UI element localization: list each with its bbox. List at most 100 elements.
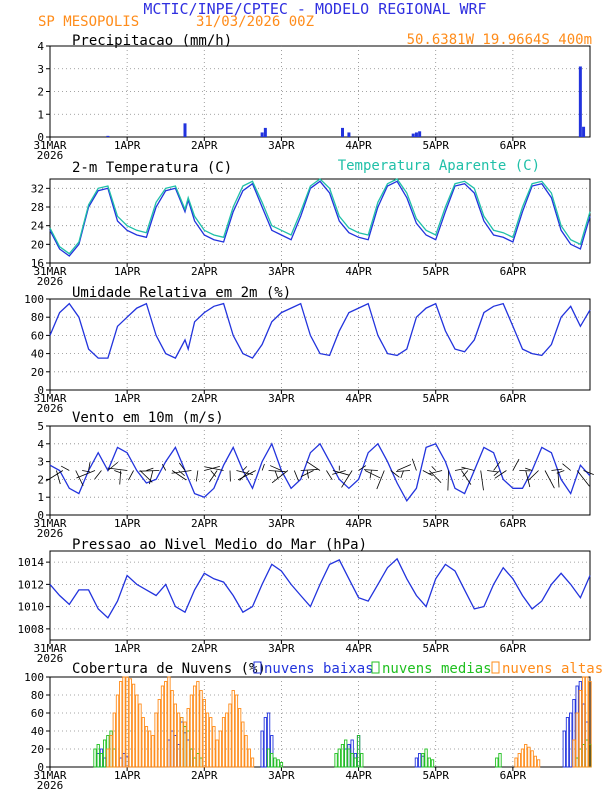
cloud-bar-high <box>212 726 216 768</box>
cloud-bar-high <box>228 703 232 768</box>
wind-arrow <box>75 470 84 486</box>
cloud-bar-high <box>517 753 521 768</box>
wind-arrow <box>146 467 154 471</box>
cloud-bar-high <box>154 712 158 768</box>
cloud-bar-high <box>578 690 583 768</box>
cloud-bar-medium <box>99 753 104 768</box>
cloud-bar-medium <box>430 759 435 768</box>
cloud-bar-low <box>562 730 566 768</box>
wind-arrow <box>583 470 594 475</box>
y-tick-label: 4 <box>37 438 44 451</box>
cloud-bar-low <box>569 712 573 768</box>
cloud-bar-high <box>151 735 155 768</box>
cloud-bar-medium <box>353 757 358 768</box>
cloud-title: Cobertura de Nuvens (%) <box>72 661 266 677</box>
x-tick-sublabel: 2026 <box>37 402 64 415</box>
wind-arrow <box>210 470 217 477</box>
cloud-bar-low <box>565 717 570 768</box>
x-tick-label: 4APR <box>345 642 372 655</box>
x-tick-label: 31MAR <box>33 517 66 530</box>
cloud-bar-high <box>241 721 245 768</box>
x-tick-label: 4APR <box>345 392 372 405</box>
cloud-bar-high <box>170 690 174 768</box>
wind-arrow <box>128 470 134 481</box>
cloud-bar-high <box>160 685 165 768</box>
x-tick-label: 4APR <box>345 769 372 782</box>
cloud-bar-high <box>234 694 239 768</box>
x-tick-label: 6APR <box>500 769 527 782</box>
station-name: SP MESOPOLIS <box>38 14 139 30</box>
wind-arrow <box>178 462 186 471</box>
wind-arrow <box>528 470 539 481</box>
pressure-title: Pressao ao Nivel Medio do Mar (hPa) <box>72 537 367 553</box>
precip-bar <box>578 66 582 137</box>
x-tick-label: 5APR <box>422 392 449 405</box>
y-tick-label: 5 <box>37 420 44 433</box>
wind-arrow <box>171 470 187 481</box>
precip-bar <box>341 127 344 137</box>
run-date: 31/03/2026 00Z <box>196 14 314 30</box>
cloud-bar-high <box>119 681 123 768</box>
precip-bar <box>582 126 586 137</box>
cloud-bar-medium <box>279 762 284 768</box>
cloud-bar-high <box>189 694 194 768</box>
wind-arrow <box>261 463 265 471</box>
wind-arrow <box>556 470 565 474</box>
wind-arrow <box>525 470 531 488</box>
cloud-bar-medium <box>356 735 361 768</box>
cloud-bar-high <box>115 694 120 768</box>
cloud-bar-high <box>135 694 139 768</box>
legend-medium-box <box>371 661 380 674</box>
cloud-bar-high <box>524 744 528 768</box>
x-tick-label: 6APR <box>500 642 527 655</box>
wind-arrow <box>462 470 469 477</box>
wind-arrow <box>56 470 61 485</box>
wind-arrow <box>428 470 442 484</box>
cloud-bar-high <box>164 681 168 768</box>
x-tick-label: 6APR <box>500 265 527 278</box>
cloud-bar-high <box>221 717 226 768</box>
wind-arrow <box>551 468 563 471</box>
y-tick-label: 40 <box>31 348 44 361</box>
apparent-temperature-legend: Temperatura Aparente (C) <box>338 158 540 174</box>
wind-arrow <box>332 470 346 475</box>
y-tick-label: 1008 <box>18 623 45 636</box>
precip-bar <box>106 135 110 137</box>
cloud-panel: Cobertura de Nuvens (%) nuvens baixas nu… <box>24 661 603 792</box>
cloud-bar-high <box>530 750 534 768</box>
cloud-bar-medium <box>347 748 351 768</box>
cloud-bar-medium <box>427 757 431 768</box>
y-tick-label: 32 <box>31 182 44 195</box>
cloud-bar-high <box>141 717 145 768</box>
wind-arrow <box>171 470 192 474</box>
y-tick-label: 1010 <box>18 601 45 614</box>
wind-arrow <box>178 470 185 476</box>
cloud-bar-high <box>106 748 110 768</box>
cloud-bar-high <box>533 755 538 768</box>
cloud-bar-high <box>147 730 152 768</box>
cloud-bar-high <box>205 712 210 768</box>
temperature-title: 2-m Temperatura (C) <box>72 160 232 176</box>
wind-arrow <box>204 466 224 471</box>
wind-arrow <box>454 468 466 471</box>
wind-arrow <box>107 467 128 471</box>
humidity-title: Umidade Relativa em 2m (%) <box>72 285 291 301</box>
wind-arrow <box>431 466 437 471</box>
x-tick-label: 31MAR <box>33 392 66 405</box>
cloud-bar-high <box>585 676 589 768</box>
y-tick-label: 1 <box>37 108 44 121</box>
y-tick-label: 28 <box>31 201 44 214</box>
x-tick-label: 1APR <box>114 265 141 278</box>
legend-high-label: nuvens altas <box>502 661 603 677</box>
cloud-bar-medium <box>96 744 100 768</box>
x-tick-label: 2APR <box>191 139 218 152</box>
panel-frame <box>49 425 591 516</box>
cloud-bar-high <box>125 676 129 768</box>
wind-arrow <box>60 465 70 471</box>
x-tick-label: 2APR <box>191 392 218 405</box>
cloud-bar-high <box>131 683 136 768</box>
pressure-panel: Pressao ao Nivel Medio do Mar (hPa) 31MA… <box>18 537 591 665</box>
wind-arrow <box>390 470 400 478</box>
